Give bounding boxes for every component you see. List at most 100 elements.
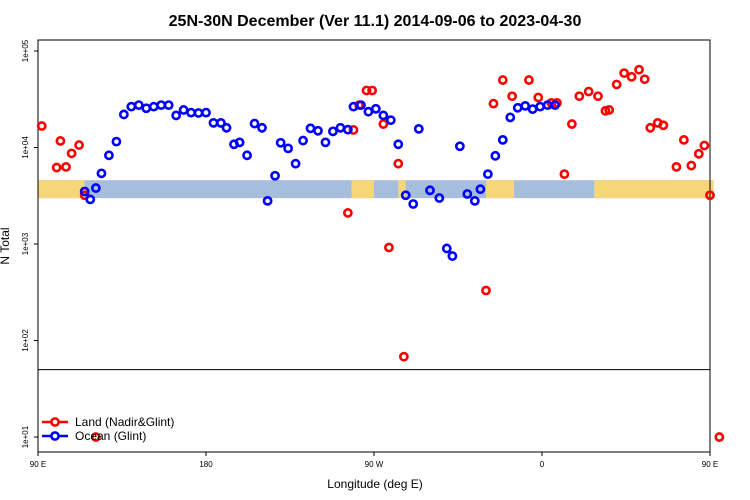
data-point	[714, 432, 725, 442]
land-band-segment	[38, 180, 85, 199]
data-point	[488, 98, 499, 109]
data-point	[61, 161, 71, 172]
data-point	[634, 64, 644, 75]
data-point	[270, 170, 280, 181]
data-point	[400, 190, 411, 201]
data-point	[385, 115, 396, 126]
data-point	[512, 102, 523, 113]
data-point	[535, 101, 546, 112]
data-point	[208, 117, 219, 128]
data-point	[533, 92, 544, 103]
data-point	[524, 75, 534, 85]
data-point	[249, 118, 260, 129]
data-point	[378, 119, 389, 129]
data-point	[186, 107, 196, 118]
y-tick-label: 1e+03	[21, 232, 30, 255]
x-tick-label: 90 W	[365, 460, 384, 469]
y-axis-label: N Total	[0, 227, 12, 264]
data-point	[645, 122, 656, 133]
y-tick-label: 1e+01	[21, 425, 30, 448]
data-point	[507, 91, 518, 102]
data-point	[141, 103, 152, 114]
data-point	[283, 143, 294, 154]
chart-title: 25N-30N December (Ver 11.1) 2014-09-06 t…	[169, 13, 582, 30]
data-point	[469, 195, 480, 206]
data-point	[298, 135, 308, 146]
data-point	[678, 134, 689, 145]
data-point	[66, 148, 77, 159]
data-point	[497, 75, 508, 85]
data-point	[566, 119, 577, 129]
data-point	[434, 193, 445, 203]
data-point	[367, 85, 378, 96]
data-point	[370, 103, 381, 114]
data-point	[216, 117, 226, 128]
data-point	[363, 106, 374, 117]
data-point	[275, 137, 286, 148]
data-point	[96, 168, 107, 179]
data-point	[111, 136, 122, 147]
y-tick-label: 1e+02	[21, 329, 30, 352]
data-point	[384, 242, 394, 253]
data-point	[342, 124, 353, 135]
data-point	[626, 71, 637, 82]
x-tick-label: 90 E	[702, 460, 718, 469]
surface-band	[38, 180, 714, 199]
data-point	[559, 169, 570, 180]
data-point	[163, 100, 174, 111]
y-tick-label: 1e+04	[21, 136, 30, 159]
data-point	[574, 91, 585, 102]
data-point	[133, 100, 144, 111]
data-point	[328, 126, 338, 137]
data-point	[671, 161, 682, 172]
land-band-segment	[398, 180, 406, 199]
data-point	[342, 208, 353, 218]
data-point	[320, 137, 331, 148]
data-point	[74, 140, 84, 150]
data-point	[408, 199, 419, 209]
data-point	[593, 91, 603, 102]
data-point	[378, 110, 389, 121]
data-point	[425, 185, 435, 196]
data-point	[126, 101, 137, 112]
data-point	[699, 140, 710, 151]
data-point	[505, 112, 516, 123]
data-point	[234, 137, 245, 148]
data-point	[348, 125, 359, 135]
data-point	[335, 122, 346, 133]
data-point	[118, 109, 129, 120]
data-point	[611, 79, 622, 90]
data-point	[242, 150, 252, 161]
x-tick-label: 90 E	[30, 460, 46, 469]
data-point	[705, 190, 715, 201]
data-point	[447, 251, 458, 261]
data-point	[262, 195, 273, 206]
data-point	[497, 134, 508, 145]
x-axis-label: Longitude (deg E)	[327, 477, 422, 491]
data-point	[55, 136, 66, 146]
land-band-segment	[594, 180, 714, 199]
legend: Land (Nadir&Glint)Ocean (Glint)	[42, 415, 174, 443]
data-point	[257, 122, 267, 133]
data-point	[148, 101, 159, 112]
data-point	[639, 74, 650, 85]
data-point	[348, 101, 359, 112]
land-band-segment	[486, 180, 514, 199]
data-point	[658, 120, 669, 131]
legend-marker	[50, 431, 60, 441]
x-tick-label: 0	[540, 460, 545, 469]
data-point	[85, 194, 96, 205]
data-point	[79, 186, 90, 197]
data-point	[619, 68, 630, 79]
data-point	[482, 169, 493, 180]
data-point	[171, 110, 182, 121]
data-point	[398, 351, 409, 362]
data-point	[693, 148, 704, 159]
data-point	[156, 100, 167, 111]
data-points	[36, 64, 725, 442]
data-point	[361, 85, 372, 96]
data-point	[178, 105, 189, 115]
x-axis: 90 E 180 90 W 0 90 E	[30, 452, 718, 469]
x-tick-label: 180	[199, 460, 213, 469]
